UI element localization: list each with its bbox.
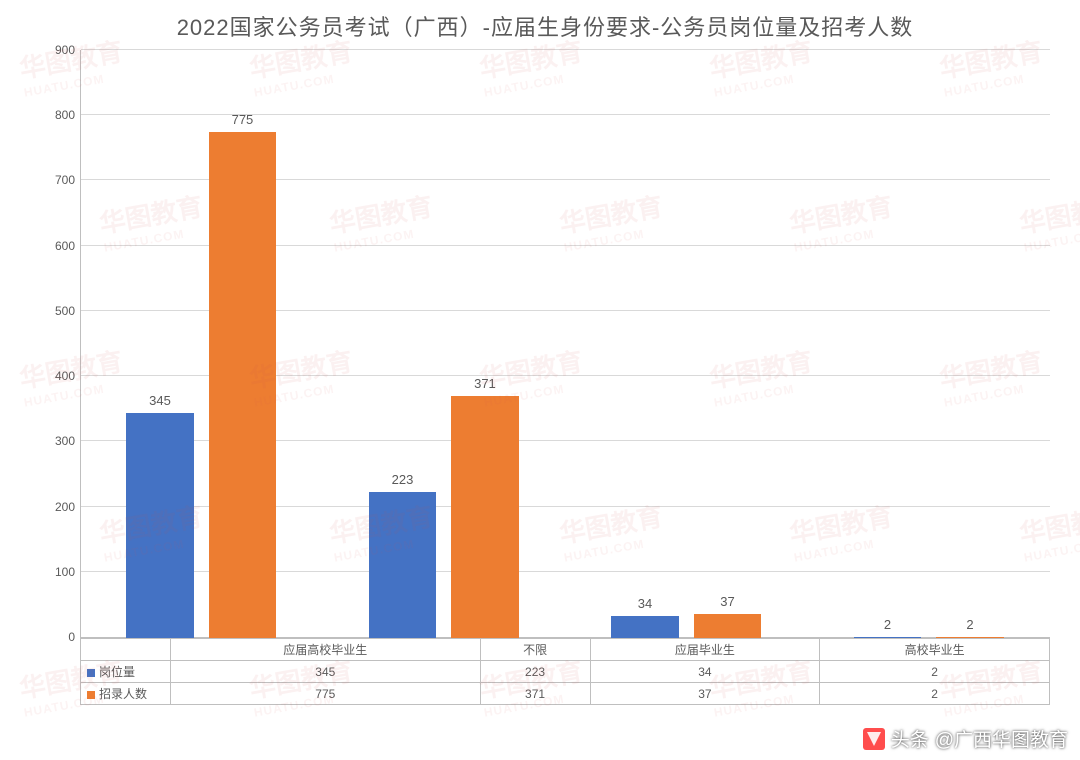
bar-series-2: 371 [451,396,519,638]
category-header: 应届高校毕业生 [171,639,481,661]
bar-value-label: 775 [232,112,254,127]
attribution-text: @广西华图教育 [935,725,1068,752]
legend-swatch [87,669,95,677]
chart-title: 2022国家公务员考试（广西）-应届生身份要求-公务员岗位量及招考人数 [30,10,1060,42]
table-cell: 2 [820,661,1050,683]
y-tick-label: 0 [39,630,75,644]
y-tick-label: 500 [39,304,75,318]
table-cell: 345 [171,661,481,683]
y-tick-label: 900 [39,43,75,57]
y-tick-label: 400 [39,369,75,383]
bar-value-label: 37 [720,594,734,609]
table-cell: 775 [171,683,481,705]
category-header: 应届毕业生 [590,639,820,661]
legend-label: 招录人数 [99,687,147,701]
plot-area: 0100200300400500600700800900 34577522337… [80,50,1050,638]
table-cell: 2 [820,683,1050,705]
data-table: 应届高校毕业生不限应届毕业生高校毕业生岗位量345223342招录人数77537… [80,638,1050,705]
bar-series-1: 345 [126,413,194,638]
category-group: 223371 [323,50,566,638]
table-cell: 34 [590,661,820,683]
chart-container: 2022国家公务员考试（广西）-应届生身份要求-公务员岗位量及招考人数 0 100… [0,0,1080,760]
bar-series-2: 2 [936,637,1004,638]
bar-series-2: 775 [209,132,277,638]
bar-value-label: 34 [638,596,652,611]
attribution-prefix: 头条 [891,725,929,752]
bar-value-label: 345 [149,393,171,408]
legend-swatch [87,691,95,699]
table-cell: 223 [480,661,590,683]
category-group: 34 37 [565,50,808,638]
attribution-icon [863,728,885,750]
legend-cell: 招录人数 [81,683,171,705]
category-header: 不限 [480,639,590,661]
table-cell: 37 [590,683,820,705]
bar-value-label: 371 [474,376,496,391]
bar-value-label: 2 [884,617,891,632]
bar-series-1: 223 [369,492,437,638]
y-tick-label: 800 [39,108,75,122]
category-group: 22 [808,50,1051,638]
bar-series-1: 2 [854,637,922,638]
bar-series-1: 34 [611,616,679,638]
bar-series-2: 37 [694,614,762,638]
legend-cell: 岗位量 [81,661,171,683]
y-tick-label: 600 [39,239,75,253]
category-group: 345775 [80,50,323,638]
category-header: 高校毕业生 [820,639,1050,661]
y-tick-label: 700 [39,173,75,187]
attribution: 头条 @广西华图教育 [863,725,1068,752]
y-tick-label: 100 [39,565,75,579]
y-tick-label: 200 [39,500,75,514]
table-cell: 371 [480,683,590,705]
bar-value-label: 2 [966,617,973,632]
y-tick-label: 300 [39,434,75,448]
table-corner-cell [81,639,171,661]
legend-label: 岗位量 [99,665,135,679]
bar-value-label: 223 [392,472,414,487]
